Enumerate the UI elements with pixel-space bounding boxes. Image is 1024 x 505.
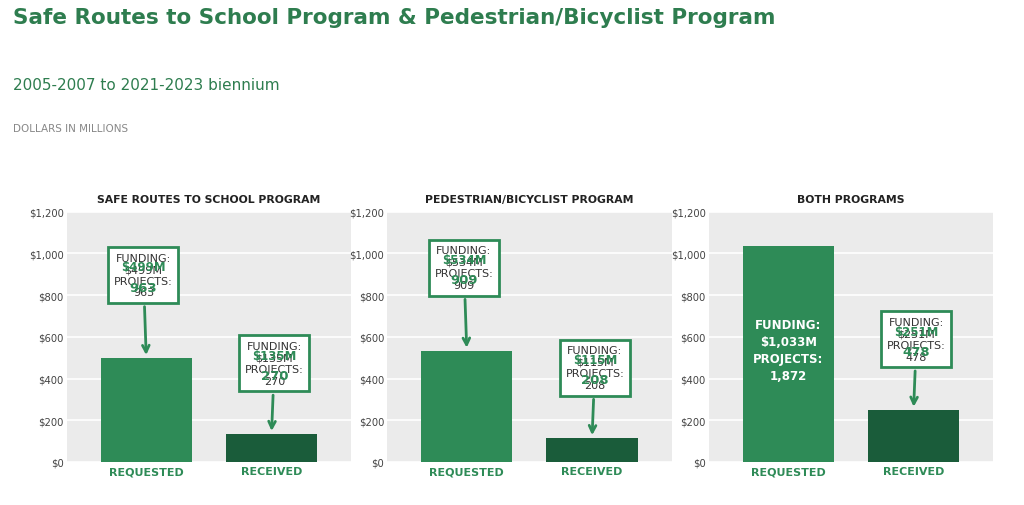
Text: $115M: $115M [572,354,617,366]
Text: FUNDING:
$115M
PROJECTS:
208: FUNDING: $115M PROJECTS: 208 [565,345,625,432]
Text: FUNDING:
$1,033M
PROJECTS:
1,872: FUNDING: $1,033M PROJECTS: 1,872 [753,318,823,382]
Text: 208: 208 [581,374,608,386]
Text: FUNDING:
$534M
PROJECTS:
909: FUNDING: $534M PROJECTS: 909 [434,246,494,345]
Text: FUNDING:
$135M
PROJECTS:
270: FUNDING: $135M PROJECTS: 270 [245,341,304,428]
Text: FUNDING:
$499M
PROJECTS:
963: FUNDING: $499M PROJECTS: 963 [114,253,173,352]
Text: 2005-2007 to 2021-2023 biennium: 2005-2007 to 2021-2023 biennium [13,78,280,93]
Text: 963: 963 [130,281,158,294]
Bar [742,247,834,462]
Text: DOLLARS IN MILLIONS: DOLLARS IN MILLIONS [13,124,128,134]
Bar [868,410,959,462]
Text: 478: 478 [902,345,930,358]
Text: $534M: $534M [441,254,486,267]
Text: FUNDING:
$251M
PROJECTS:
478: FUNDING: $251M PROJECTS: 478 [887,317,946,404]
Text: $251M: $251M [894,325,939,338]
Text: $135M: $135M [252,349,297,362]
Text: 909: 909 [451,274,477,287]
Text: Safe Routes to School Program & Pedestrian/Bicyclist Program: Safe Routes to School Program & Pedestri… [13,8,776,28]
Bar [547,438,638,462]
Bar [226,434,317,462]
Text: 270: 270 [261,369,288,382]
Bar [421,351,512,462]
Text: BOTH PROGRAMS: BOTH PROGRAMS [798,194,904,205]
Text: SAFE ROUTES TO SCHOOL PROGRAM: SAFE ROUTES TO SCHOOL PROGRAM [97,194,321,205]
Bar [100,358,191,462]
Text: $499M: $499M [121,261,166,274]
Text: PEDESTRIAN/BICYCLIST PROGRAM: PEDESTRIAN/BICYCLIST PROGRAM [425,194,634,205]
